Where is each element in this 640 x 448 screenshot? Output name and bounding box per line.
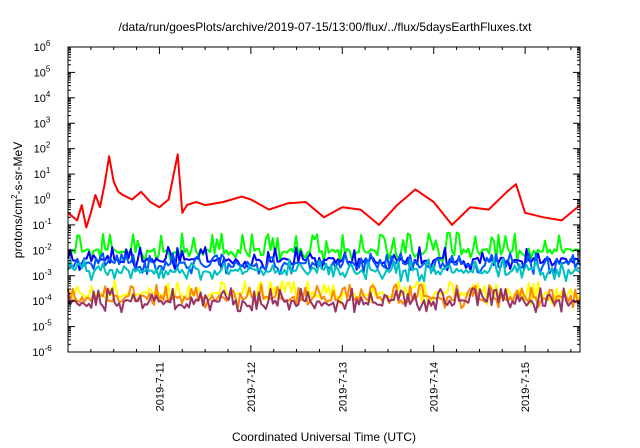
- x-tick-label: 2019-7-12: [246, 362, 258, 412]
- y-axis: 10-6 10-5 10-4 10-3 10-2 10-1 100 101 102 103 104 1…: [32, 39, 580, 359]
- y-axis-label-pre: protons/cm: [11, 199, 25, 258]
- x-axis: 2019-7-11 2019-7-12 2019-7-13 2019-7-14 2019…: [90, 47, 572, 412]
- series-line-4: [67, 258, 581, 283]
- y-tick-label: 10-3: [32, 268, 52, 283]
- y-axis-label: protons/cm2-s-sr-MeV: [10, 142, 25, 258]
- y-tick-label: 103: [34, 115, 51, 130]
- x-axis-label: Coordinated Universal Time (UTC): [232, 430, 416, 444]
- series-line-7: [67, 287, 581, 314]
- plot-frame: [67, 46, 581, 353]
- series-line-5: [67, 279, 581, 306]
- x-tick-label: 2019-7-14: [429, 362, 441, 412]
- y-axis-label-post: -s-sr-MeV: [11, 142, 25, 195]
- y-tick-label: 104: [34, 90, 51, 105]
- y-tick-label: 10-1: [32, 217, 52, 232]
- y-tick-label: 106: [34, 39, 51, 54]
- y-tick-label: 100: [34, 192, 51, 207]
- plot-series: [67, 153, 581, 314]
- series-line-0: [67, 153, 581, 229]
- y-tick-label: 10-6: [32, 344, 52, 359]
- x-tick-label: 2019-7-15: [520, 362, 532, 412]
- y-tick-label: 102: [34, 141, 51, 156]
- x-tick-label: 2019-7-13: [337, 362, 349, 412]
- y-tick-label: 101: [34, 166, 51, 181]
- series-line-6: [67, 283, 581, 310]
- y-tick-label: 10-5: [32, 319, 52, 334]
- chart-title: /data/run/goesPlots/archive/2019-07-15/1…: [119, 20, 533, 34]
- y-tick-label: 10-2: [32, 242, 52, 257]
- y-tick-label: 105: [34, 64, 51, 79]
- x-tick-label: 2019-7-11: [154, 362, 166, 411]
- y-tick-label: 10-4: [32, 293, 52, 308]
- y-axis-label-sup: 2: [10, 194, 19, 199]
